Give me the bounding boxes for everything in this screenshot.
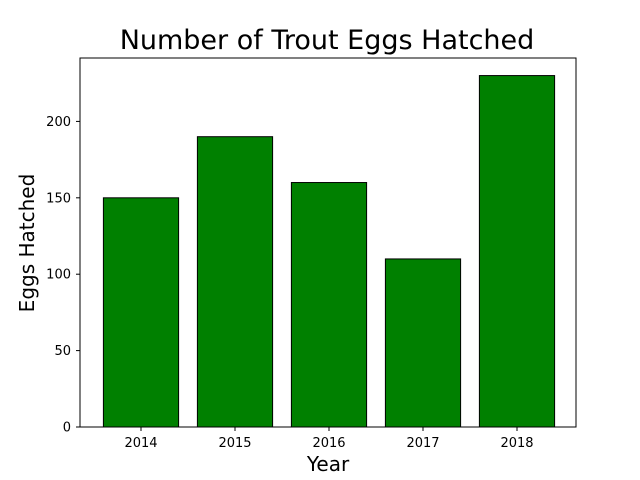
bar-2017 — [384, 258, 462, 428]
bar-2015 — [196, 136, 274, 428]
bar-2016 — [290, 182, 368, 428]
bar-2014 — [102, 197, 180, 428]
bar-2018 — [478, 75, 556, 428]
y-tick-label: 50 — [54, 344, 71, 359]
x-tick-label: 2015 — [218, 436, 251, 451]
x-tick-label: 2018 — [500, 436, 533, 451]
bars-group — [102, 75, 556, 428]
y-tick-label: 200 — [46, 115, 71, 130]
x-axis: 2014 2015 2016 2017 2018 — [124, 427, 534, 451]
x-tick-label: 2016 — [312, 436, 345, 451]
x-tick-label: 2017 — [406, 436, 439, 451]
y-tick-label: 0 — [63, 421, 71, 436]
chart-title: Number of Trout Eggs Hatched — [120, 25, 535, 56]
y-tick-label: 150 — [46, 191, 71, 206]
x-tick-label: 2014 — [124, 436, 157, 451]
x-axis-label: Year — [306, 452, 350, 476]
plot-border — [79, 57, 577, 428]
y-axis-label: Eggs Hatched — [15, 174, 39, 313]
y-axis: 0 50 100 150 200 — [46, 115, 80, 436]
y-tick-label: 100 — [46, 268, 71, 283]
